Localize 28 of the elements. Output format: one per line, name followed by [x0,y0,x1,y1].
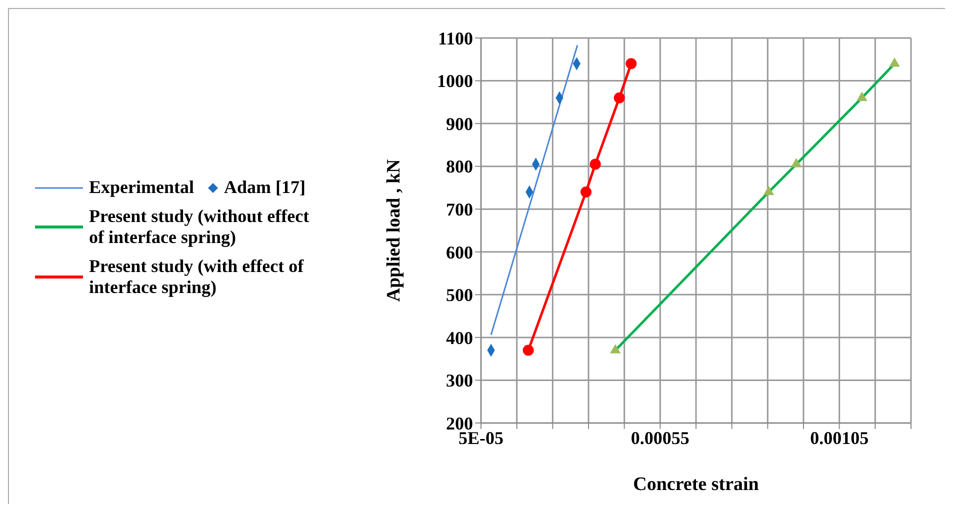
point [590,158,601,170]
y-axis-title: Applied load , kN [384,158,405,302]
legend-label: Adam [17] [224,177,306,198]
legend-label: Present study (without effect of interface spring) [89,206,310,248]
y-tick-label: 1000 [437,71,473,92]
point [790,158,802,168]
x-axis-title: Concrete strain [633,474,760,495]
y-tick-label: 800 [446,156,473,177]
point [580,186,592,198]
point [889,57,900,67]
point [856,92,868,101]
point [610,344,621,354]
point [614,92,625,104]
y-tick-label: 300 [446,370,473,391]
y-tick-label: 500 [446,285,473,306]
legend-label: Experimental [89,177,194,198]
point [626,58,637,70]
y-tick-label: 1100 [438,28,473,48]
point [763,186,774,196]
y-tick-label: 200 [446,413,473,434]
legend-label: Present study (with effect of interface spring) [89,256,305,298]
y-tick-label: 400 [446,328,473,348]
y-tick-label: 900 [446,114,473,134]
x-tick-label: 0.00055 [630,428,690,448]
y-tick-label: 700 [446,200,473,220]
point [522,344,534,356]
x-tick-label: 0.00105 [810,428,869,448]
y-tick-label: 600 [446,242,473,262]
